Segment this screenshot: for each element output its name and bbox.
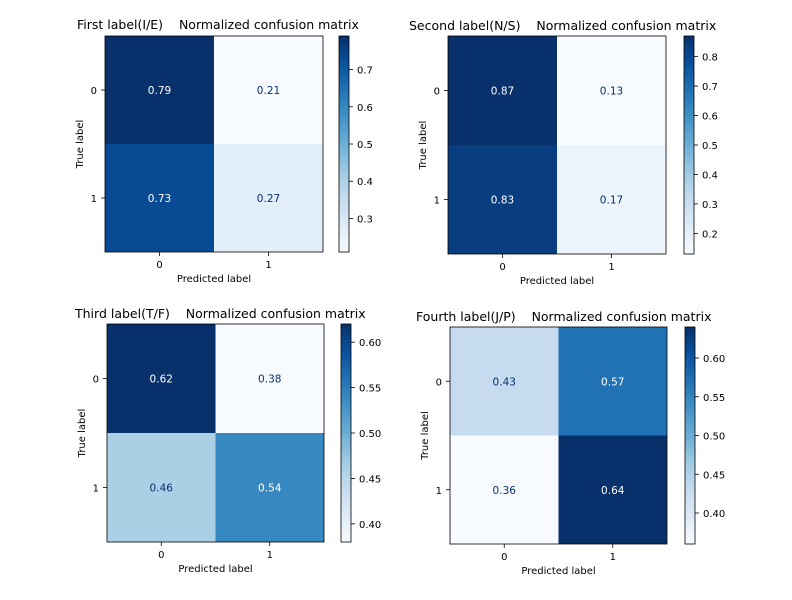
cell-value-label: 0.87 xyxy=(491,86,514,98)
cell-value-label: 0.73 xyxy=(148,193,171,205)
axes-frame xyxy=(447,35,667,255)
heatmap-cell xyxy=(107,324,216,433)
colorbar-tick-label: 0.6 xyxy=(702,112,718,123)
colorbar-tick-label: 0.7 xyxy=(357,66,373,77)
colorbar-tick-label: 0.8 xyxy=(702,53,718,64)
x-tick-label: 1 xyxy=(608,262,614,273)
cell-value-label: 0.64 xyxy=(601,485,625,497)
axes-frame xyxy=(449,326,668,545)
chart-title: Third label(T/F) Normalized confusion ma… xyxy=(74,306,366,321)
colorbar-tick-label: 0.4 xyxy=(357,177,373,188)
y-tick-label: 0 xyxy=(434,87,440,98)
x-tick-label: 1 xyxy=(267,550,273,561)
colorbar xyxy=(340,323,352,543)
colorbar-tick-label: 0.2 xyxy=(702,229,718,240)
confusion-matrix-panel-2: Second label(N/S) Normalized confusion m… xyxy=(409,18,718,287)
y-tick-label: 0 xyxy=(91,86,97,97)
heatmap-cell xyxy=(105,36,214,144)
colorbar-tick-label: 0.60 xyxy=(703,354,725,365)
colorbar xyxy=(683,35,695,255)
colorbar-tick-label: 0.5 xyxy=(702,141,718,152)
colorbar-tick-label: 0.3 xyxy=(357,214,373,225)
heatmap-cell xyxy=(214,36,323,144)
confusion-matrix-panel-3: Third label(T/F) Normalized confusion ma… xyxy=(74,306,381,575)
y-axis-label: True label xyxy=(77,409,88,459)
x-axis-label: Predicted label xyxy=(177,274,251,285)
heatmap-cell xyxy=(215,433,324,542)
chart-title: Fourth label(J/P) Normalized confusion m… xyxy=(416,309,711,324)
heatmap-cell xyxy=(450,435,559,544)
heatmap-cell xyxy=(450,327,559,436)
x-axis-label: Predicted label xyxy=(178,564,252,575)
heatmap-cell xyxy=(107,433,216,542)
colorbar-tick-label: 0.7 xyxy=(702,82,718,93)
colorbar-tick-label: 0.5 xyxy=(357,140,373,151)
cell-value-label: 0.13 xyxy=(600,86,623,98)
colorbar-tick-label: 0.3 xyxy=(702,200,718,211)
cell-value-label: 0.57 xyxy=(601,376,624,388)
cell-value-label: 0.36 xyxy=(493,485,517,497)
y-tick-label: 0 xyxy=(93,375,99,386)
cell-value-label: 0.21 xyxy=(257,85,280,97)
colorbar-tick-label: 0.55 xyxy=(703,393,725,404)
heatmap-cell xyxy=(557,36,666,145)
heatmap-cell xyxy=(105,144,214,252)
colorbar-tick-label: 0.50 xyxy=(359,429,381,440)
colorbar-tick-label: 0.40 xyxy=(703,509,725,520)
cell-value-label: 0.38 xyxy=(258,374,281,386)
x-tick-label: 1 xyxy=(610,552,616,563)
x-tick-label: 0 xyxy=(158,550,164,561)
cell-value-label: 0.27 xyxy=(257,193,280,205)
cell-value-label: 0.46 xyxy=(150,483,174,495)
heatmap-cell xyxy=(558,327,667,436)
x-tick-label: 1 xyxy=(265,260,271,271)
colorbar-tick-label: 0.6 xyxy=(357,103,373,114)
heatmap-cell xyxy=(448,145,557,254)
colorbar-tick-label: 0.40 xyxy=(359,520,381,531)
x-axis-label: Predicted label xyxy=(521,566,595,577)
confusion-matrix-panel-4: Fourth label(J/P) Normalized confusion m… xyxy=(416,309,725,577)
y-tick-label: 0 xyxy=(436,377,442,388)
x-tick-label: 0 xyxy=(156,260,162,271)
colorbar-tick-label: 0.55 xyxy=(359,384,381,395)
heatmap-cell xyxy=(558,435,667,544)
colorbar-tick-label: 0.60 xyxy=(359,338,381,349)
y-tick-label: 1 xyxy=(93,484,99,495)
cell-value-label: 0.62 xyxy=(150,374,173,386)
heatmap-cell xyxy=(557,145,666,254)
x-tick-label: 0 xyxy=(501,552,507,563)
colorbar-tick-label: 0.50 xyxy=(703,432,725,443)
chart-title: First label(I/E) Normalized confusion ma… xyxy=(77,17,359,32)
cell-value-label: 0.43 xyxy=(493,376,516,388)
cell-value-label: 0.79 xyxy=(148,85,171,97)
confusion-matrix-panel-1: First label(I/E) Normalized confusion ma… xyxy=(75,17,373,285)
y-tick-label: 1 xyxy=(91,194,97,205)
cell-value-label: 0.83 xyxy=(491,195,514,207)
heatmap-cell xyxy=(448,36,557,145)
y-axis-label: True label xyxy=(420,411,431,461)
colorbar xyxy=(338,35,350,253)
y-axis-label: True label xyxy=(418,121,429,171)
chart-title: Second label(N/S) Normalized confusion m… xyxy=(409,18,716,33)
x-axis-label: Predicted label xyxy=(520,276,594,287)
x-tick-label: 0 xyxy=(499,262,505,273)
colorbar-tick-label: 0.45 xyxy=(359,474,381,485)
colorbar-tick-label: 0.4 xyxy=(702,170,718,181)
y-axis-label: True label xyxy=(75,120,86,170)
cell-value-label: 0.54 xyxy=(258,483,282,495)
colorbar xyxy=(684,326,696,545)
y-tick-label: 1 xyxy=(436,486,442,497)
cell-value-label: 0.17 xyxy=(600,195,623,207)
axes-frame xyxy=(104,35,324,253)
axes-frame xyxy=(106,323,325,543)
heatmap-cell xyxy=(214,144,323,252)
heatmap-cell xyxy=(215,324,324,433)
colorbar-tick-label: 0.45 xyxy=(703,470,725,481)
y-tick-label: 1 xyxy=(434,196,440,207)
